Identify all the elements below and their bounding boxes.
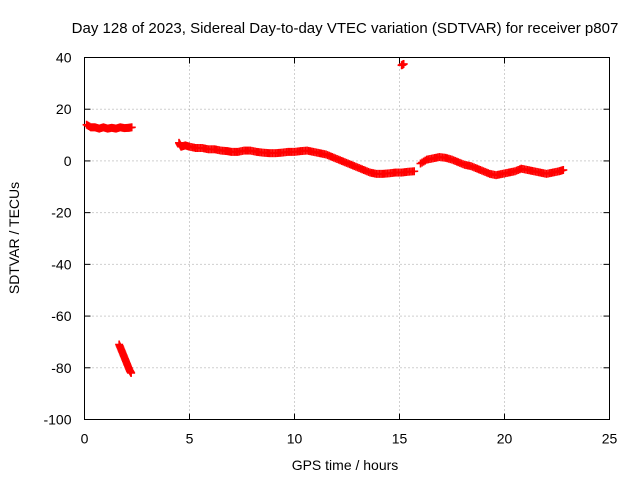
y-tick-label: -20 <box>51 205 71 221</box>
x-tick-label: 10 <box>287 431 303 447</box>
data-point <box>559 165 568 174</box>
x-tick-label: 25 <box>602 431 618 447</box>
plot-frame <box>84 57 610 420</box>
x-tick-label: 15 <box>392 431 408 447</box>
x-tick-label: 20 <box>497 431 513 447</box>
data-points <box>82 59 568 377</box>
data-point <box>399 59 408 68</box>
x-tick-label: 0 <box>81 431 89 447</box>
x-axis-label: GPS time / hours <box>292 457 399 473</box>
chart-title: Day 128 of 2023, Sidereal Day-to-day VTE… <box>72 20 619 37</box>
y-tick-label: -100 <box>43 412 71 428</box>
y-tick-label: 40 <box>56 50 72 66</box>
y-tick-label: -80 <box>51 360 71 376</box>
x-tick-label: 5 <box>186 431 194 447</box>
y-tick-label: 20 <box>56 101 72 117</box>
data-point <box>410 167 419 176</box>
y-tick-label: -60 <box>51 308 71 324</box>
data-point <box>127 368 136 377</box>
tick-labels: 0 5 10 15 20 25 40 20 0 -20 -40 -60 -80 -100 <box>43 50 617 447</box>
y-tick-label: 0 <box>64 153 72 169</box>
data-point <box>127 123 136 132</box>
y-axis-label: SDTVAR / TECUs <box>6 182 22 294</box>
grid <box>84 57 610 420</box>
y-tick-label: -40 <box>51 256 71 272</box>
axis-ticks <box>84 57 610 420</box>
